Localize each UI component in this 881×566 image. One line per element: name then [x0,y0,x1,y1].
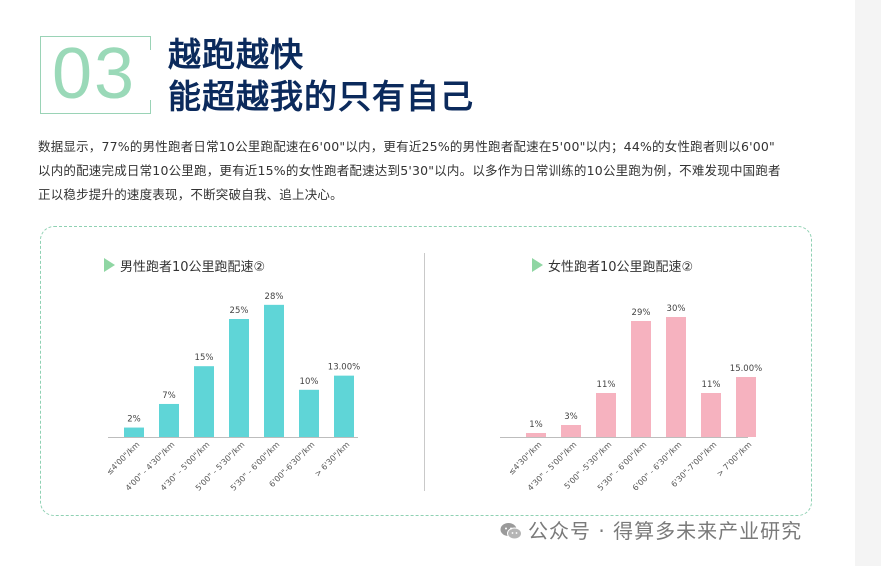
description-line: 以内的配速完成日常10公里跑，更有近15%的女性跑者配速达到5'30"以内。以多… [38,163,781,178]
male-chart-title-wrap: 男性跑者10公里跑配速② [104,256,265,275]
x-tick-label: ≤4'30"/km [507,440,544,477]
male-chart-title: 男性跑者10公里跑配速② [120,260,266,275]
bar [299,389,319,437]
bar [596,393,616,437]
data-label: 29% [632,308,651,318]
data-label: 10% [300,377,319,387]
bar [526,433,546,437]
bar [334,375,354,437]
watermark: 公众号 · 得算多未来产业研究 [500,515,802,544]
title-line-1: 越跑越快 [168,35,304,74]
bar [159,403,179,437]
page-title: 越跑越快 能超越我的只有自己 [168,34,474,118]
bar [229,319,249,437]
description-line: 正以稳步提升的速度表现，不断突破自我、追上决心。 [38,187,343,202]
x-tick-label: > 7'00"/km [715,440,754,479]
x-tick-label: > 6'30"/km [313,440,352,479]
data-label: 1% [529,420,543,430]
data-label: 28% [265,292,284,302]
bar [264,304,284,437]
bar [194,366,214,437]
data-label: 15% [195,353,214,363]
data-label: 2% [127,415,141,425]
bar [666,317,686,437]
watermark-text: 公众号 · 得算多未来产业研究 [528,519,803,543]
bar [124,427,144,437]
bar [736,377,756,437]
bar [561,425,581,437]
data-label: 11% [597,380,616,390]
description-line: 数据显示，77%的男性跑者日常10公里跑配速在6'00"以内，更有近25%的男性… [38,139,775,154]
data-label: 15.00% [730,364,762,374]
data-label: 7% [162,391,176,401]
play-triangle-icon [532,258,543,272]
bar [631,321,651,437]
bar [701,393,721,437]
data-label: 13.00% [328,363,360,373]
x-tick-label: ≤4'00"/km [105,440,142,477]
section-number-frame [40,36,151,114]
female-chart-title-wrap: 女性跑者10公里跑配速② [532,256,693,275]
data-label: 25% [230,306,249,316]
female-chart-title: 女性跑者10公里跑配速② [548,260,694,275]
play-triangle-icon [104,258,115,272]
data-label: 11% [702,380,721,390]
section-number: 03 [52,34,137,114]
wechat-icon [500,523,522,540]
chart-divider [424,253,425,491]
data-label: 3% [564,412,578,422]
description-paragraph: 数据显示，77%的男性跑者日常10公里跑配速在6'00"以内，更有近25%的男性… [38,135,838,207]
data-label: 30% [667,304,686,314]
title-line-2: 能超越我的只有自己 [168,77,474,116]
